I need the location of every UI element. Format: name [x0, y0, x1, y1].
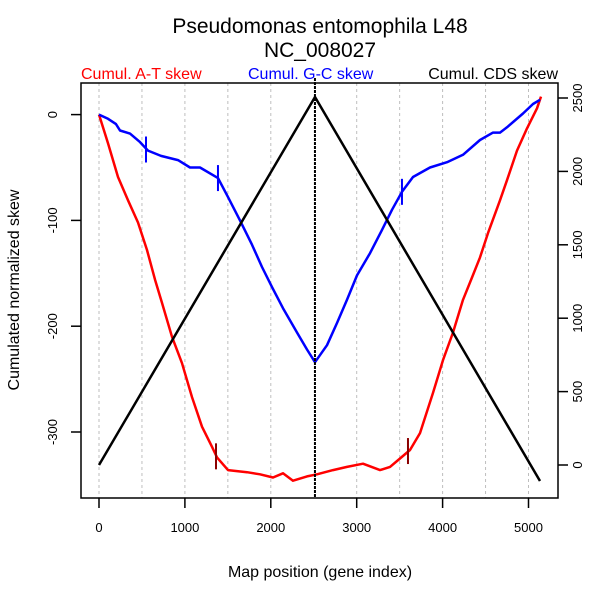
grid-lines: [98, 83, 529, 498]
y2-tick-label: 500: [570, 381, 585, 403]
y2-tick-label: 0: [570, 461, 585, 468]
x-axis-title: Map position (gene index): [228, 564, 412, 581]
legend-gc-skew: Cumul. G-C skew: [248, 66, 374, 83]
x-axis: 0 1000 2000 3000 4000 5000: [95, 498, 543, 535]
at-skew-line: [97, 96, 543, 482]
x-tick-label: 3000: [342, 520, 371, 535]
y2-tick-label: 2000: [570, 157, 585, 186]
x-tick-label: 4000: [428, 520, 457, 535]
y-tick-label: 0: [45, 111, 60, 118]
chart-title: Pseudomonas entomophila L48: [172, 15, 467, 38]
y2-tick-label: 1500: [570, 230, 585, 259]
legend-at-skew: Cumul. A-T skew: [81, 66, 202, 83]
chart-subtitle: NC_008027: [264, 39, 376, 62]
y-tick-label: -100: [45, 207, 60, 233]
cds-skew-line: [97, 95, 542, 482]
x-tick-label: 1000: [170, 520, 199, 535]
y-axis-right: 0 500 1000 1500 2000 2500: [558, 84, 585, 469]
legend-cds-skew: Cumul. CDS skew: [428, 66, 558, 83]
series-layer: [97, 95, 543, 482]
plot-frame: [80, 82, 559, 499]
y2-tick-label: 2500: [570, 84, 585, 113]
y2-tick-label: 1000: [570, 304, 585, 333]
y-axis-left: 0 -100 -200 -300: [45, 111, 81, 445]
gc-skew-line: [98, 98, 541, 364]
x-tick-label: 0: [95, 520, 102, 535]
y-tick-label: -300: [45, 419, 60, 445]
x-tick-label: 5000: [514, 520, 543, 535]
y-tick-label: -200: [45, 313, 60, 339]
y-axis-title: Cumulated normalized skew: [6, 189, 23, 390]
x-tick-label: 2000: [256, 520, 285, 535]
